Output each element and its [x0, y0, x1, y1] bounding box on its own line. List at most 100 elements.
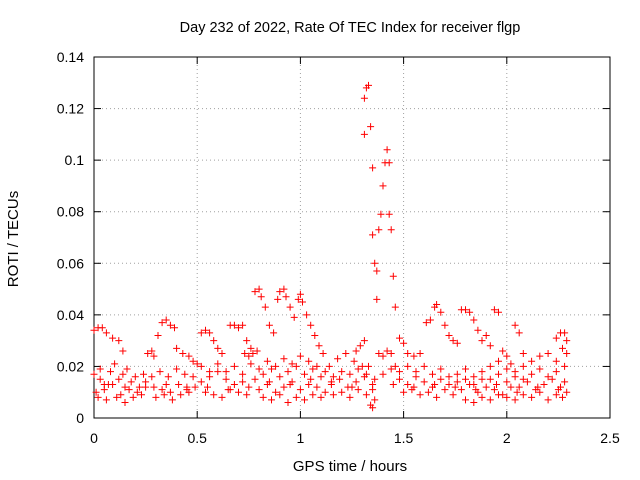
data-point: [296, 386, 304, 394]
data-point: [189, 373, 197, 381]
data-point: [280, 285, 288, 293]
data-point: [265, 378, 273, 386]
data-point: [334, 355, 342, 363]
data-point: [348, 383, 356, 391]
data-point: [466, 308, 474, 316]
data-point: [369, 164, 377, 172]
data-point: [129, 393, 137, 401]
data-point: [371, 259, 379, 267]
data-point: [429, 370, 436, 378]
data-point: [90, 326, 98, 334]
data-point: [301, 370, 308, 378]
data-point: [559, 344, 566, 352]
data-point: [156, 368, 164, 376]
x-axis-label: GPS time / hours: [293, 458, 407, 475]
data-point: [162, 381, 170, 388]
data-point: [379, 352, 387, 360]
data-point: [362, 391, 370, 399]
data-point: [387, 365, 395, 373]
data-point: [453, 339, 461, 347]
data-point: [235, 388, 242, 396]
data-point: [478, 368, 486, 376]
data-point: [373, 295, 381, 303]
data-point: [197, 378, 205, 386]
data-point: [100, 381, 108, 388]
data-point: [168, 396, 176, 404]
data-point: [404, 350, 412, 357]
data-point: [142, 378, 150, 386]
data-point: [470, 316, 478, 324]
data-point: [389, 381, 397, 388]
data-point: [383, 347, 391, 355]
data-point: [445, 373, 453, 381]
data-point: [121, 399, 129, 406]
data-point: [358, 362, 366, 370]
data-point: [313, 362, 321, 370]
data-point: [185, 352, 193, 360]
data-point: [441, 386, 449, 394]
data-point: [135, 383, 143, 391]
data-point: [511, 321, 519, 329]
data-point: [410, 352, 418, 360]
data-point: [230, 321, 238, 329]
data-point: [311, 332, 319, 339]
data-point: [453, 370, 461, 378]
data-point: [290, 313, 298, 321]
data-point: [148, 347, 156, 355]
x-tick-label: 2.5: [600, 430, 620, 446]
data-point: [503, 378, 511, 386]
data-point: [371, 375, 379, 383]
data-point: [247, 360, 255, 368]
data-point: [276, 373, 284, 381]
data-point: [239, 378, 247, 386]
data-point: [249, 350, 257, 357]
data-point: [282, 293, 290, 301]
grid-lines: [94, 57, 610, 418]
data-point: [166, 321, 174, 329]
data-point: [385, 159, 393, 167]
data-point: [307, 375, 315, 383]
data-point: [245, 383, 253, 391]
data-point: [239, 370, 247, 378]
data-point: [352, 347, 360, 355]
data-point: [396, 334, 403, 342]
data-point: [218, 350, 226, 357]
data-point: [511, 396, 519, 404]
data-point: [445, 381, 453, 388]
data-point: [369, 404, 377, 412]
data-point: [158, 386, 166, 394]
data-point: [396, 368, 403, 376]
data-point: [507, 360, 515, 368]
data-point: [474, 326, 482, 334]
data-point: [197, 329, 205, 337]
data-point: [437, 365, 445, 373]
data-point: [540, 381, 548, 388]
data-points: [90, 81, 571, 412]
data-point: [377, 210, 385, 218]
data-point: [338, 368, 346, 376]
data-point: [515, 383, 523, 391]
data-point: [263, 357, 271, 365]
data-point: [189, 357, 197, 365]
data-point: [173, 344, 181, 352]
data-point: [513, 388, 521, 396]
data-point: [305, 381, 313, 388]
data-point: [445, 332, 453, 339]
data-point: [210, 337, 218, 345]
data-point: [206, 368, 214, 376]
data-point: [115, 337, 123, 345]
data-point: [552, 334, 560, 342]
data-point: [400, 388, 408, 396]
data-point: [519, 375, 527, 383]
data-point: [528, 357, 536, 365]
data-point: [457, 386, 465, 394]
data-point: [552, 391, 560, 399]
data-point: [92, 388, 100, 396]
data-point: [96, 375, 104, 383]
data-point: [241, 350, 249, 357]
data-point: [433, 393, 441, 401]
data-point: [387, 226, 395, 234]
data-point: [449, 337, 457, 345]
y-tick-label: 0.14: [57, 49, 84, 65]
data-point: [218, 393, 226, 401]
